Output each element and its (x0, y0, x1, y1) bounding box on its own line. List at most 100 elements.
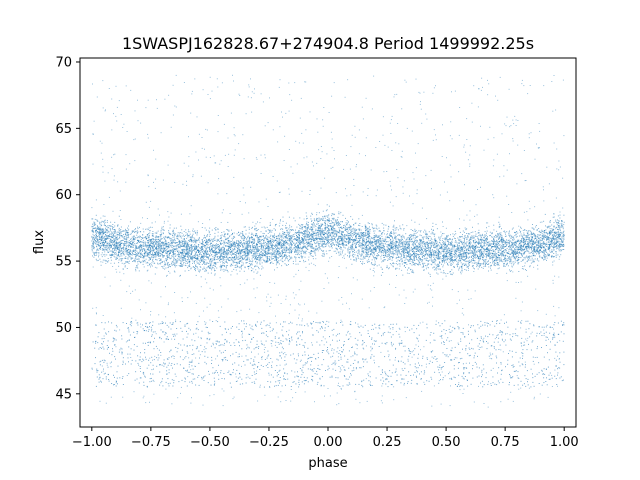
data-point (195, 264, 197, 266)
data-point (215, 244, 217, 246)
data-point (387, 249, 389, 251)
data-point (261, 249, 263, 250)
data-point (437, 253, 439, 255)
data-point (528, 246, 530, 247)
data-point (104, 255, 106, 257)
data-point (252, 246, 254, 247)
data-point (533, 253, 535, 255)
data-point (332, 231, 334, 233)
data-point (159, 243, 160, 245)
data-point (373, 246, 375, 248)
data-point (405, 249, 407, 251)
data-point (479, 250, 481, 252)
data-point (347, 255, 348, 257)
data-point (558, 250, 560, 252)
data-point (298, 223, 300, 225)
data-point (267, 229, 269, 231)
data-point (360, 233, 362, 235)
data-point (434, 251, 436, 253)
data-point (414, 248, 416, 250)
data-point (533, 235, 535, 237)
data-point (135, 257, 137, 259)
data-point (428, 267, 429, 269)
data-point (511, 245, 513, 247)
data-point (237, 266, 238, 268)
data-point (551, 255, 553, 257)
data-point (213, 247, 215, 249)
data-point (360, 237, 362, 238)
data-point (498, 247, 500, 249)
data-point (322, 224, 324, 226)
data-point (545, 246, 547, 247)
data-point (248, 226, 250, 228)
data-point (384, 248, 386, 250)
data-point (335, 221, 337, 223)
data-point (385, 250, 387, 252)
data-point (367, 237, 369, 239)
data-point (195, 267, 197, 269)
data-point (175, 261, 177, 263)
data-point (190, 245, 192, 247)
data-point (268, 229, 270, 231)
data-point (303, 243, 305, 245)
data-point (239, 245, 241, 247)
data-point (216, 253, 218, 255)
data-point (411, 234, 412, 236)
data-point (205, 248, 207, 250)
data-point (447, 263, 448, 264)
data-point (324, 237, 326, 239)
data-point (252, 233, 254, 235)
data-point (277, 244, 279, 246)
data-point (225, 233, 226, 235)
data-point (95, 241, 97, 243)
data-point (538, 236, 540, 238)
data-point (144, 255, 145, 257)
data-point (529, 265, 531, 267)
data-point (398, 246, 399, 248)
data-point (339, 243, 341, 245)
data-point (502, 241, 503, 243)
data-point (213, 262, 215, 264)
data-point (221, 247, 223, 249)
data-point (486, 244, 487, 246)
data-point (510, 237, 512, 239)
data-point (562, 235, 564, 237)
data-point (414, 252, 416, 254)
data-point (249, 238, 251, 240)
data-point (368, 243, 370, 245)
data-point (157, 248, 159, 250)
data-point (200, 254, 202, 256)
data-point (388, 234, 390, 236)
data-point (142, 242, 144, 244)
data-point (260, 239, 262, 241)
data-point (221, 269, 223, 271)
data-point (364, 256, 366, 258)
data-point (127, 230, 129, 232)
data-point (247, 240, 249, 242)
data-point (510, 270, 512, 272)
data-point (392, 256, 394, 258)
data-point (165, 264, 167, 266)
data-point (259, 262, 261, 264)
data-point (304, 246, 306, 248)
data-point (110, 257, 112, 259)
data-point (408, 240, 410, 242)
data-point (380, 266, 382, 268)
data-point (107, 230, 109, 232)
data-point (513, 261, 515, 263)
data-point (109, 247, 111, 249)
data-point (304, 226, 306, 228)
data-point (378, 230, 380, 232)
data-point (209, 258, 211, 260)
data-point (280, 235, 282, 237)
data-point (390, 239, 392, 241)
data-point (491, 240, 493, 242)
data-point (207, 254, 209, 255)
data-point (485, 255, 487, 257)
data-point (300, 250, 302, 252)
data-point (182, 256, 184, 258)
data-point (340, 235, 342, 237)
data-point (114, 248, 116, 250)
data-point (474, 252, 476, 254)
data-point (216, 240, 218, 242)
